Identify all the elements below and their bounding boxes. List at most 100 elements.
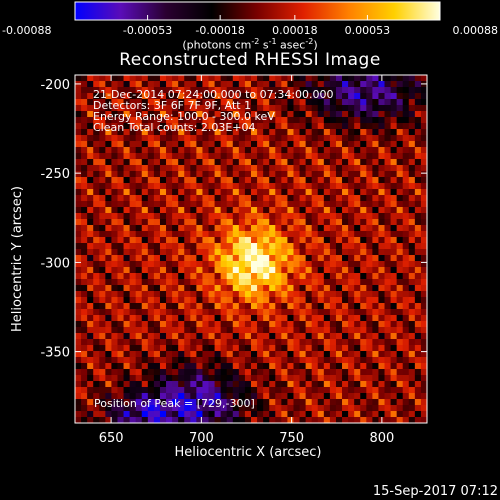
heatmap-cell [117, 297, 124, 304]
heatmap-cell [220, 261, 228, 268]
heatmap-cell [281, 387, 288, 394]
heatmap-cell [208, 177, 215, 184]
heatmap-cell [311, 375, 319, 382]
heatmap-cell [244, 141, 252, 148]
heatmap-cell [99, 333, 106, 340]
heatmap-cell [299, 129, 307, 136]
heatmap-cell [129, 147, 137, 154]
heatmap-cell [317, 141, 325, 148]
heatmap-cell [129, 99, 137, 106]
heatmap-cell [311, 189, 319, 196]
heatmap-cell [172, 159, 179, 166]
heatmap-cell [81, 255, 88, 262]
heatmap-cell [178, 411, 185, 418]
heatmap-cell [275, 363, 282, 370]
heatmap-cell [281, 303, 288, 310]
heatmap-cell [348, 207, 355, 214]
heatmap-cell [141, 369, 149, 376]
heatmap-cell [257, 405, 264, 412]
heatmap-cell [251, 123, 258, 130]
heatmap-cell [360, 273, 367, 280]
heatmap-cell [220, 129, 228, 136]
heatmap-cell [269, 315, 276, 322]
heatmap-cell [75, 273, 82, 280]
heatmap-cell [293, 165, 300, 172]
heatmap-cell [166, 243, 173, 250]
heatmap-cell [208, 267, 215, 274]
heatmap-cell [342, 183, 349, 190]
heatmap-cell [372, 345, 379, 352]
heatmap-cell [111, 117, 118, 124]
heatmap-cell [420, 105, 427, 112]
heatmap-cell [342, 417, 349, 423]
heatmap-cell [329, 267, 337, 274]
heatmap-cell [293, 279, 300, 286]
heatmap-cell [354, 123, 361, 130]
heatmap-cell [196, 387, 203, 394]
heatmap-cell [335, 123, 343, 130]
heatmap-cell [159, 105, 167, 112]
heatmap-cell [311, 99, 319, 106]
heatmap-cell [232, 177, 240, 184]
heatmap-cell [244, 183, 252, 190]
heatmap-cell [372, 417, 379, 423]
heatmap-cell [342, 81, 349, 88]
heatmap-cell [141, 213, 149, 220]
heatmap-cell [159, 255, 167, 262]
heatmap-cell [226, 327, 234, 334]
heatmap-cell [117, 237, 124, 244]
heatmap-cell [111, 195, 118, 202]
heatmap-cell [81, 201, 88, 208]
heatmap-cell [172, 195, 179, 202]
heatmap-cell [172, 321, 179, 328]
heatmap-cell [99, 411, 106, 418]
heatmap-cell [408, 99, 416, 106]
heatmap-cell [141, 81, 149, 88]
heatmap-cell [348, 237, 355, 244]
heatmap-cell [147, 81, 155, 88]
heatmap-cell [287, 99, 294, 106]
heatmap-cell [159, 339, 167, 346]
heatmap-cell [226, 417, 234, 423]
heatmap-cell [257, 297, 264, 304]
heatmap-cell [147, 387, 155, 394]
heatmap-cell [329, 381, 337, 388]
heatmap-cell [305, 195, 313, 202]
heatmap-cell [123, 303, 131, 310]
heatmap-cell [178, 231, 185, 238]
heatmap-cell [414, 105, 422, 112]
heatmap-cell [111, 111, 118, 118]
heatmap-cell [238, 225, 246, 232]
heatmap-cell [172, 279, 179, 286]
heatmap-cell [87, 249, 94, 256]
heatmap-cell [317, 399, 325, 406]
heatmap-cell [184, 195, 191, 202]
heatmap-cell [251, 153, 258, 160]
heatmap-cell [366, 399, 373, 406]
heatmap-cell [360, 309, 367, 316]
heatmap-cell [184, 201, 191, 208]
heatmap-cell [111, 105, 118, 112]
heatmap-cell [111, 81, 118, 88]
heatmap-cell [275, 189, 282, 196]
heatmap-cell [141, 399, 149, 406]
heatmap-cell [348, 273, 355, 280]
heatmap-cell [372, 237, 379, 244]
heatmap-cell [220, 93, 228, 100]
heatmap-cell [293, 213, 300, 220]
heatmap-cell [287, 297, 294, 304]
heatmap-cell [329, 177, 337, 184]
heatmap-cell [348, 117, 355, 124]
heatmap-cell [402, 117, 410, 124]
heatmap-cell [257, 327, 264, 334]
heatmap-cell [378, 321, 385, 328]
heatmap-cell [190, 171, 197, 178]
heatmap-cell [153, 327, 161, 334]
heatmap-cell [244, 321, 252, 328]
heatmap-cell [402, 183, 410, 190]
heatmap-cell [348, 183, 355, 190]
heatmap-cell [275, 237, 282, 244]
heatmap-cell [257, 201, 264, 208]
heatmap-cell [360, 99, 367, 106]
